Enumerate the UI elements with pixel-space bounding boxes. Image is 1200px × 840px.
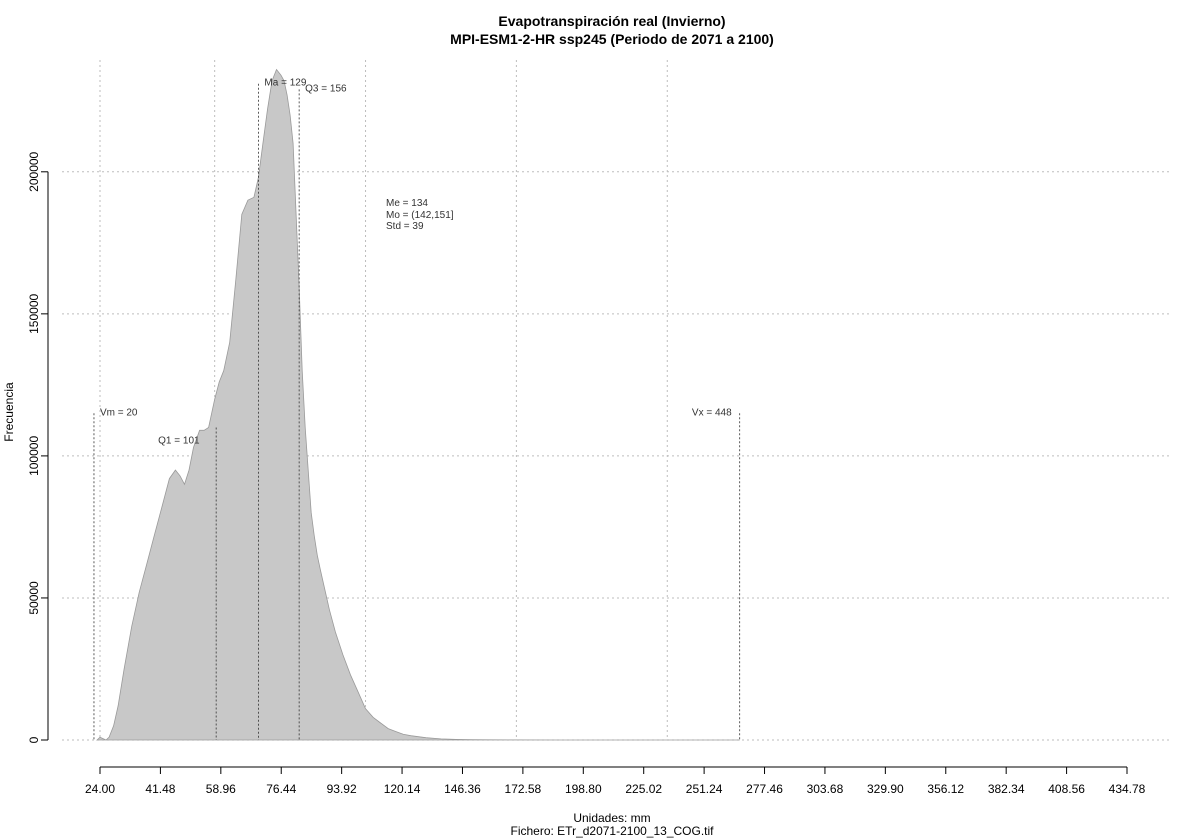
x-tick-label-8: 198.80 xyxy=(565,782,602,796)
x-tick-label-11: 277.46 xyxy=(746,782,783,796)
y-axis: 0 50000 100000 150000 200000 xyxy=(27,151,49,743)
chart-subtitle: MPI-ESM1-2-HR ssp245 (Periodo de 2071 a … xyxy=(450,31,774,47)
marker-label-3: Q3 = 156 xyxy=(305,83,347,94)
x-tick-label-5: 120.14 xyxy=(384,782,421,796)
y-tick-label-2: 100000 xyxy=(27,436,41,476)
x-axis-label: Unidades: mm xyxy=(573,811,650,825)
marker-label-4: Vx = 448 xyxy=(692,407,732,418)
x-tick-label-17: 434.78 xyxy=(1109,782,1146,796)
y-tick-label-1: 50000 xyxy=(27,581,41,615)
std-label: Std = 39 xyxy=(386,221,424,232)
density-area xyxy=(95,68,740,741)
x-tick-label-7: 172.58 xyxy=(505,782,542,796)
x-tick-label-12: 303.68 xyxy=(807,782,844,796)
chart-title: Evapotranspiración real (Invierno) xyxy=(498,13,725,29)
y-tick-label-4: 200000 xyxy=(27,151,41,191)
marker-label-0: Vm = 20 xyxy=(100,407,138,418)
y-axis-label: Frecuencia xyxy=(2,382,16,442)
x-tick-label-13: 329.90 xyxy=(867,782,904,796)
x-tick-label-3: 76.44 xyxy=(266,782,296,796)
summary-statistics: Me = 134 Mo = (142,151] Std = 39 xyxy=(386,198,454,232)
x-tick-label-4: 93.92 xyxy=(327,782,357,796)
y-tick-label-3: 150000 xyxy=(27,294,41,334)
x-tick-label-15: 382.34 xyxy=(988,782,1025,796)
x-tick-label-2: 58.96 xyxy=(206,782,236,796)
file-name-footer: Fichero: ETr_d2071-2100_13_COG.tif xyxy=(511,824,715,838)
x-tick-label-6: 146.36 xyxy=(444,782,481,796)
x-tick-label-9: 225.02 xyxy=(625,782,662,796)
marker-label-2: Ma = 129 xyxy=(264,78,306,89)
marker-label-1: Q1 = 101 xyxy=(158,435,200,446)
mode-label: Mo = (142,151] xyxy=(386,210,454,221)
x-tick-label-16: 408.56 xyxy=(1048,782,1085,796)
distribution-area xyxy=(95,68,740,741)
y-tick-label-0: 0 xyxy=(27,736,41,743)
x-axis: 24.00 41.48 58.96 76.44 93.92 120.14 146.36 172… xyxy=(85,766,1146,796)
x-tick-label-14: 356.12 xyxy=(927,782,964,796)
x-tick-label-0: 24.00 xyxy=(85,782,115,796)
median-label: Me = 134 xyxy=(386,198,428,209)
x-tick-label-1: 41.48 xyxy=(145,782,175,796)
x-tick-label-10: 251.24 xyxy=(686,782,723,796)
